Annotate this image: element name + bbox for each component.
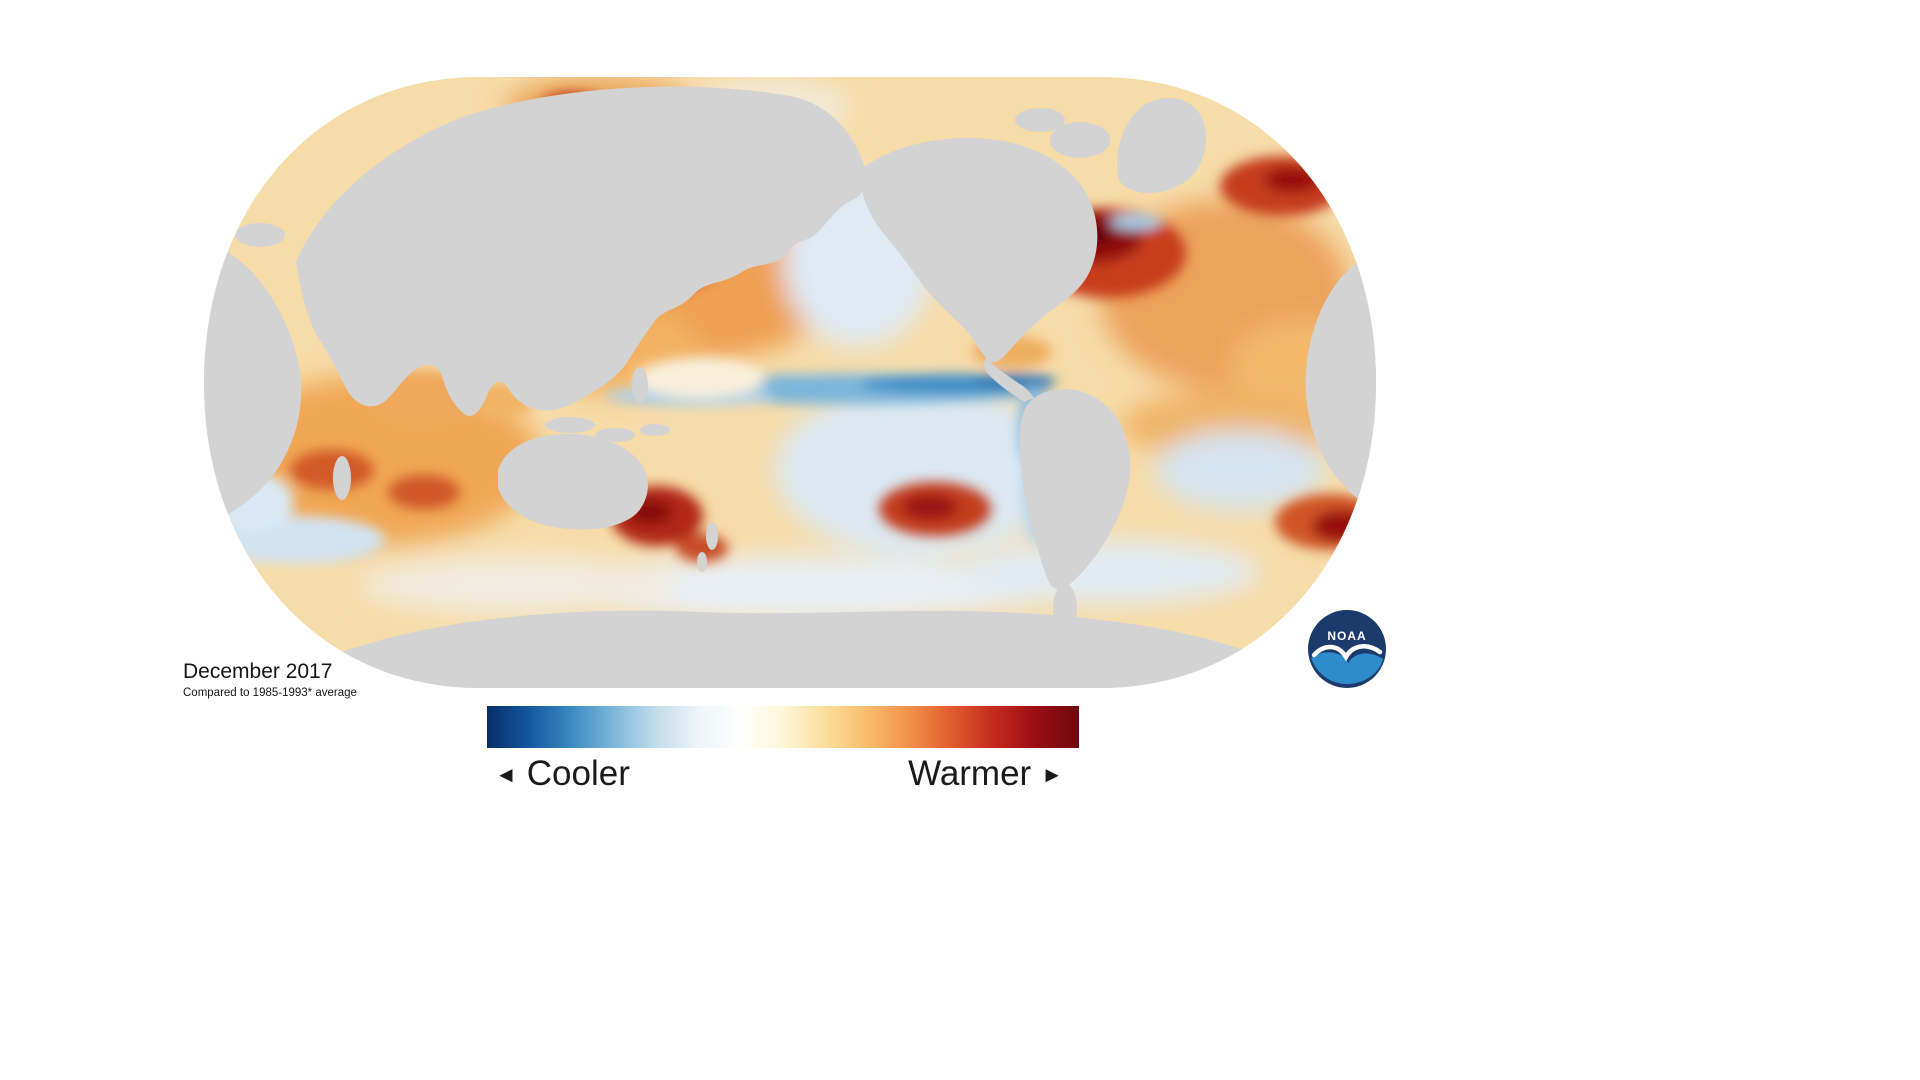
land-africa-left-edge — [204, 240, 302, 522]
land-antarctica — [320, 610, 1270, 688]
noaa-bird-icon — [1311, 644, 1383, 662]
land-greenland — [1117, 97, 1207, 194]
noaa-logo-text: NOAA — [1327, 629, 1366, 643]
colorbar — [487, 706, 1079, 748]
map-date-label: December 2017 — [183, 660, 333, 683]
land-japan — [657, 286, 667, 314]
left-arrow-icon: ◄ — [495, 762, 517, 787]
land-south-america — [1019, 389, 1131, 590]
noaa-logo: NOAA — [1308, 610, 1386, 688]
cooler-label-text: Cooler — [526, 754, 630, 793]
landmasses — [204, 86, 1376, 688]
land-indonesia — [640, 424, 670, 436]
cooler-label: ◄ Cooler — [487, 754, 630, 794]
land-arctic-islands — [1050, 122, 1110, 158]
land-north-america — [858, 137, 1098, 363]
date-block: December 2017 Compared to 1985-1993* ave… — [183, 660, 357, 700]
noaa-logo-sea — [1311, 652, 1383, 684]
land-scandinavia — [235, 223, 285, 247]
warmer-label: Warmer ► — [908, 754, 1079, 794]
warmer-label-text: Warmer — [908, 754, 1032, 793]
land-madagascar — [333, 456, 351, 500]
right-arrow-icon: ► — [1041, 762, 1063, 787]
land-new-zealand — [706, 522, 718, 550]
land-central-america — [983, 358, 1034, 402]
land-indonesia — [545, 417, 595, 433]
world-sst-anomaly-map — [204, 77, 1376, 688]
land-philippines — [632, 367, 648, 403]
land-arctic-islands — [1015, 108, 1065, 132]
land-australia — [498, 433, 648, 530]
land-africa-right-edge — [1305, 250, 1376, 510]
map-comparison-label: Compared to 1985-1993* average — [183, 687, 357, 699]
land-antarctic-peninsula — [1053, 584, 1077, 632]
land-new-zealand — [697, 552, 707, 572]
land-indonesia — [595, 428, 635, 442]
legend-row: ◄ Cooler Warmer ► — [487, 750, 1079, 798]
land-eurasia — [296, 86, 867, 417]
